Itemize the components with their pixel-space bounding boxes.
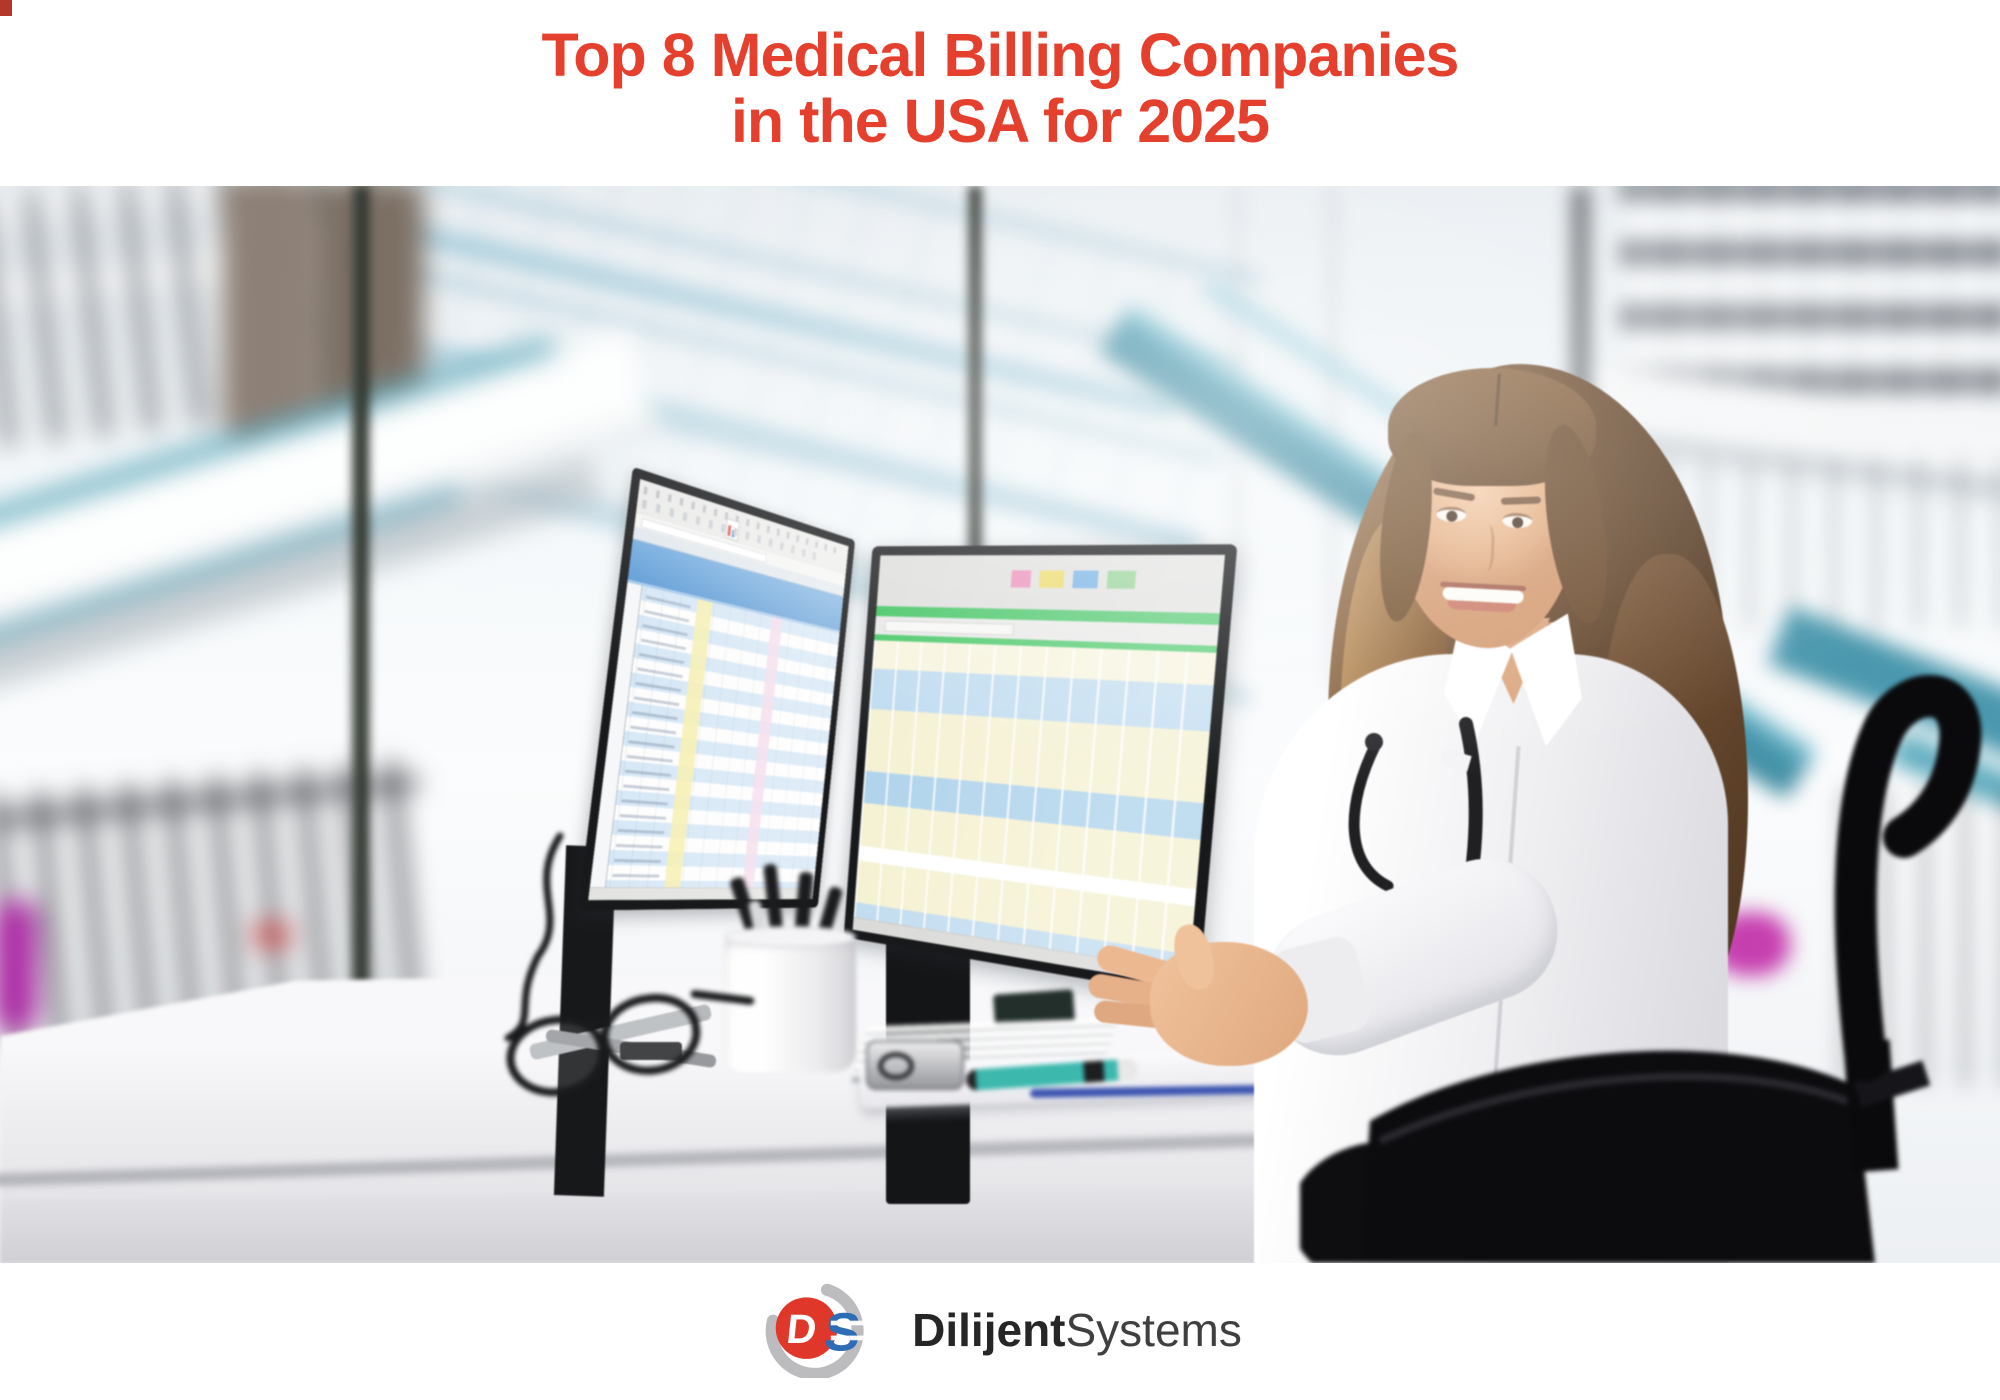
logo-stripe [830,1320,873,1326]
office-chair-shape [1300,675,1982,1263]
logo-monogram-icon: D S [765,1283,873,1378]
support-pole [352,186,369,1001]
logo-name-light: Systems [1065,1304,1242,1356]
magenta-blur-blob [0,900,38,1032]
logo-stripe [830,1335,873,1341]
monitor-cable [504,832,564,1042]
logo-letter-d: D [785,1306,819,1352]
red-blur-blob [252,922,292,948]
title-line-1: Top 8 Medical Billing Companies [541,21,1460,89]
logo-letter-s: S [821,1302,863,1363]
desk-front-face [0,1186,1400,1263]
logo-wordmark: DilijentSystems [912,1303,1242,1357]
monitor-stand-foot [620,1042,682,1060]
office-background-left [0,186,2000,1263]
desk-items [0,186,2000,1263]
page-title: Top 8 Medical Billing Companies in the U… [0,22,2000,154]
logo-name-bold: Dilijent [912,1304,1066,1356]
brand-logo: D S DilijentSystems [0,1282,2000,1378]
title-line-2: in the USA for 2025 [730,87,1270,155]
pen-cup [724,926,856,1072]
hero-photo [0,186,2000,1263]
corner-red-mark [0,0,12,16]
clipboard-clip [866,1040,964,1090]
office-chair [0,186,2000,1263]
logo-red-circle [775,1297,838,1359]
logo-swoosh [765,1283,864,1378]
blurred-column [222,186,314,436]
